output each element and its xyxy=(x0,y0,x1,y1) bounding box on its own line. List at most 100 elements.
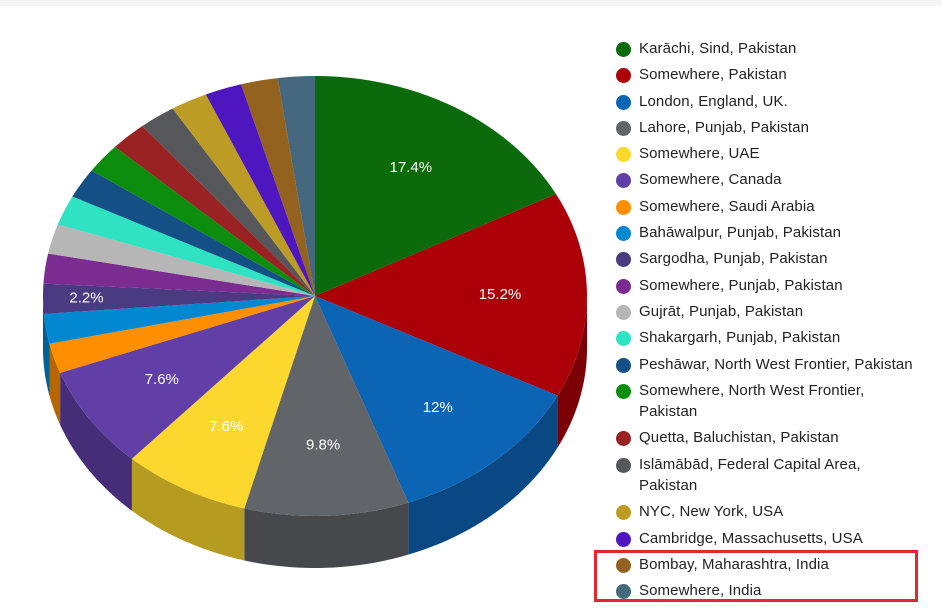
legend-item[interactable]: Peshāwar, North West Frontier, Pakistan xyxy=(612,354,938,380)
pie-slice[interactable] xyxy=(57,196,315,296)
pie-side-wall xyxy=(244,502,409,568)
pie-slice[interactable] xyxy=(48,224,315,296)
legend-item[interactable]: Somewhere, UAE xyxy=(612,143,938,169)
pie-slice[interactable] xyxy=(315,76,557,296)
legend-swatch xyxy=(616,505,631,521)
legend-label-line: Somewhere, North West Frontier, xyxy=(639,381,865,399)
legend-item[interactable]: Islāmābād, Federal Capital Area, Pakistan xyxy=(612,454,938,502)
legend-item[interactable]: Bombay, Maharashtra, India xyxy=(612,554,938,580)
pie-side-wall xyxy=(557,296,587,448)
pie-side-wall xyxy=(408,395,558,555)
legend-label: Somewhere, North West Frontier, Pakistan xyxy=(639,380,864,423)
pie-slice[interactable] xyxy=(172,94,315,297)
legend-swatch xyxy=(616,304,631,320)
legend-label-line: Bombay, Maharashtra, India xyxy=(639,555,829,573)
legend-item[interactable]: Somewhere, Punjab, Pakistan xyxy=(612,275,938,301)
legend-label: Sargodha, Punjab, Pakistan xyxy=(639,248,828,269)
legend-swatch xyxy=(616,457,631,473)
legend-item[interactable]: London, England, UK. xyxy=(612,91,938,117)
legend-label-line: Somewhere, Punjab, Pakistan xyxy=(639,276,843,294)
legend-label-line: NYC, New York, USA xyxy=(639,503,784,521)
legend-swatch xyxy=(616,42,631,57)
legend-item[interactable]: Cambridge, Massachusetts, USA xyxy=(612,528,938,554)
pie-slice[interactable] xyxy=(91,146,315,296)
legend-item[interactable]: Quetta, Baluchistan, Pakistan xyxy=(612,427,938,453)
legend-label-line: Shakargarh, Punjab, Pakistan xyxy=(639,329,841,347)
legend-item[interactable]: NYC, New York, USA xyxy=(612,501,938,527)
legend-swatch xyxy=(616,68,631,84)
pie-side-walls xyxy=(43,296,587,568)
pie-slice[interactable] xyxy=(60,296,316,459)
legend-item[interactable]: Somewhere, Canada xyxy=(612,169,938,195)
legend-label: London, England, UK. xyxy=(639,91,788,112)
pie-slice[interactable] xyxy=(315,194,587,396)
legend-label-line: Pakistan xyxy=(639,403,698,421)
pie-data-label: 9.8% xyxy=(306,436,340,453)
legend-item[interactable]: Sargodha, Punjab, Pakistan xyxy=(612,248,938,274)
pie-slice[interactable] xyxy=(131,296,315,509)
legend-item[interactable]: Somewhere, North West Frontier, Pakistan xyxy=(612,380,938,428)
pie-slice[interactable] xyxy=(277,76,315,296)
legend-label-line: London, England, UK. xyxy=(639,92,788,110)
legend-label: Somewhere, Pakistan xyxy=(639,64,787,85)
legend-swatch xyxy=(616,431,631,447)
legend-item[interactable]: Somewhere, Saudi Arabia xyxy=(612,196,938,222)
pie-data-label: 15.2% xyxy=(479,286,522,303)
pie-chart: 17.4% 15.2% 12% 9.8% 7.6% 7.6% 2.2% xyxy=(43,76,587,568)
legend-swatch xyxy=(616,173,631,189)
legend-swatch xyxy=(616,584,631,600)
legend-label: Islāmābād, Federal Capital Area, Pakistan xyxy=(639,454,861,497)
top-bar xyxy=(0,0,942,6)
pie-slice[interactable] xyxy=(142,108,315,296)
legend-swatch xyxy=(616,120,631,136)
legend-item[interactable]: Karāchi, Sind, Pakistan xyxy=(612,38,938,64)
pie-slice[interactable] xyxy=(43,253,316,296)
pie-slice[interactable] xyxy=(43,283,315,314)
legend-swatch xyxy=(616,252,631,268)
legend-label: Somewhere, UAE xyxy=(639,143,760,164)
legend-label-line: Pakistan xyxy=(639,477,698,495)
legend-label: Peshāwar, North West Frontier, Pakistan xyxy=(639,354,913,375)
pie-slice[interactable] xyxy=(244,296,409,516)
pie-slice[interactable] xyxy=(315,296,558,503)
pie-data-label: 7.6% xyxy=(209,418,243,435)
legend-label: Bahāwalpur, Punjab, Pakistan xyxy=(639,222,841,243)
legend-label: Somewhere, Punjab, Pakistan xyxy=(639,275,843,296)
legend-label-line: Somewhere, Canada xyxy=(639,171,782,189)
legend-swatch xyxy=(616,357,631,373)
legend-label: Somewhere, Canada xyxy=(639,169,782,190)
legend-label-line: Karāchi, Sind, Pakistan xyxy=(639,40,797,57)
pie-data-label: 7.6% xyxy=(145,371,179,388)
legend-label: Cambridge, Massachusetts, USA xyxy=(639,528,863,549)
legend-swatch xyxy=(616,531,631,547)
legend-item[interactable]: Somewhere, India xyxy=(612,580,938,606)
pie-data-label: 17.4% xyxy=(390,159,433,176)
legend-label-line: Somewhere, UAE xyxy=(639,145,760,163)
legend-label: Somewhere, Saudi Arabia xyxy=(639,196,815,217)
legend-item[interactable]: Gujrāt, Punjab, Pakistan xyxy=(612,301,938,327)
pie-slice[interactable] xyxy=(241,78,315,296)
pie-slice[interactable] xyxy=(205,84,315,296)
legend-label: Gujrāt, Punjab, Pakistan xyxy=(639,301,803,322)
pie-side-wall xyxy=(49,343,61,425)
legend-item[interactable]: Lahore, Punjab, Pakistan xyxy=(612,117,938,143)
pie-slice[interactable] xyxy=(115,126,315,296)
legend-label: Bombay, Maharashtra, India xyxy=(639,554,829,575)
pie-data-label: 2.2% xyxy=(69,289,103,306)
pie-data-label: 12% xyxy=(423,399,453,416)
legend-swatch xyxy=(616,199,631,215)
legend-label: Lahore, Punjab, Pakistan xyxy=(639,117,809,138)
legend-label-line: Quetta, Baluchistan, Pakistan xyxy=(639,429,839,447)
pie-slice[interactable] xyxy=(43,296,316,344)
pie-slice[interactable] xyxy=(72,170,315,297)
pie-side-wall xyxy=(43,313,50,396)
pie-side-wall xyxy=(43,296,44,366)
legend-label-line: Bahāwalpur, Punjab, Pakistan xyxy=(639,224,842,242)
legend-item[interactable]: Somewhere, Pakistan xyxy=(612,64,938,90)
pie-slice[interactable] xyxy=(49,296,316,373)
legend-item[interactable]: Bahāwalpur, Punjab, Pakistan xyxy=(612,222,938,248)
legend-item[interactable]: Shakargarh, Punjab, Pakistan xyxy=(612,327,938,353)
legend-label: Shakargarh, Punjab, Pakistan xyxy=(639,327,840,348)
legend-label-line: Islāmābād, Federal Capital Area, xyxy=(639,455,861,473)
